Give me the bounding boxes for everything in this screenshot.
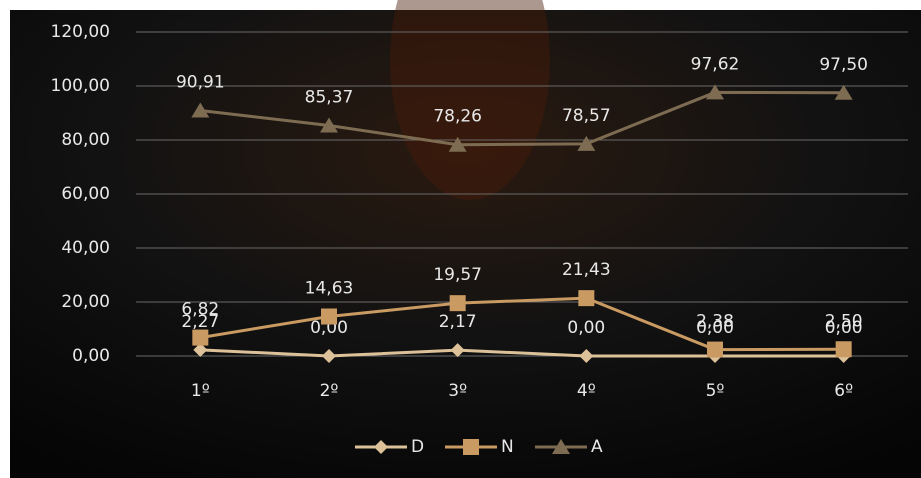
marker xyxy=(463,439,479,455)
legend-label: A xyxy=(591,437,603,457)
data-label: 0,00 xyxy=(696,318,734,338)
marker xyxy=(321,308,337,325)
marker xyxy=(449,295,466,312)
series-line xyxy=(200,348,844,358)
marker xyxy=(193,342,208,357)
data-label: 78,57 xyxy=(562,106,611,126)
data-label: 2,17 xyxy=(439,312,477,332)
data-label: 21,43 xyxy=(562,260,611,280)
y-tick-label: 20,00 xyxy=(61,292,110,312)
marker xyxy=(191,102,210,118)
data-label: 2,50 xyxy=(825,311,863,331)
x-tick-label: 5º xyxy=(706,381,725,401)
y-tick-label: 0,00 xyxy=(72,346,110,366)
x-tick-label: 4º xyxy=(577,381,596,401)
data-label: 14,63 xyxy=(305,278,354,298)
marker xyxy=(835,341,852,358)
data-label: 97,62 xyxy=(691,54,740,74)
decoration xyxy=(390,0,550,200)
legend-label: N xyxy=(501,437,514,457)
data-label: 0,00 xyxy=(310,318,348,338)
marker xyxy=(450,343,465,358)
x-tick-label: 3º xyxy=(448,381,467,401)
data-label: 2,27 xyxy=(181,312,219,332)
data-label: 78,26 xyxy=(433,107,482,127)
series-line xyxy=(200,296,844,352)
marker xyxy=(374,440,388,454)
marker xyxy=(577,135,596,151)
data-label: 19,57 xyxy=(433,265,482,285)
marker xyxy=(322,349,336,363)
y-tick-label: 60,00 xyxy=(61,184,110,204)
data-label: 0,00 xyxy=(825,318,863,338)
data-label: 2,38 xyxy=(696,312,734,332)
marker xyxy=(320,117,338,133)
data-label: 85,37 xyxy=(305,88,354,108)
data-label: 0,00 xyxy=(567,318,605,338)
legend-label: D xyxy=(411,437,424,457)
data-label: 90,91 xyxy=(176,73,225,93)
data-label: 6,82 xyxy=(181,300,219,320)
series-line xyxy=(200,90,844,147)
y-tick-label: 120,00 xyxy=(51,22,110,42)
data-label: 97,50 xyxy=(819,55,868,75)
marker xyxy=(552,439,570,454)
y-tick-label: 100,00 xyxy=(51,76,110,96)
x-tick-label: 1º xyxy=(191,381,210,401)
x-tick-label: 2º xyxy=(320,381,339,401)
marker xyxy=(578,290,595,307)
marker xyxy=(192,329,209,346)
marker xyxy=(834,84,853,100)
y-tick-label: 40,00 xyxy=(61,238,110,258)
marker xyxy=(706,84,724,100)
marker xyxy=(579,349,594,363)
marker xyxy=(448,136,467,152)
x-tick-label: 6º xyxy=(834,381,853,401)
marker xyxy=(707,341,723,358)
y-tick-label: 80,00 xyxy=(61,130,110,150)
background xyxy=(10,10,921,478)
